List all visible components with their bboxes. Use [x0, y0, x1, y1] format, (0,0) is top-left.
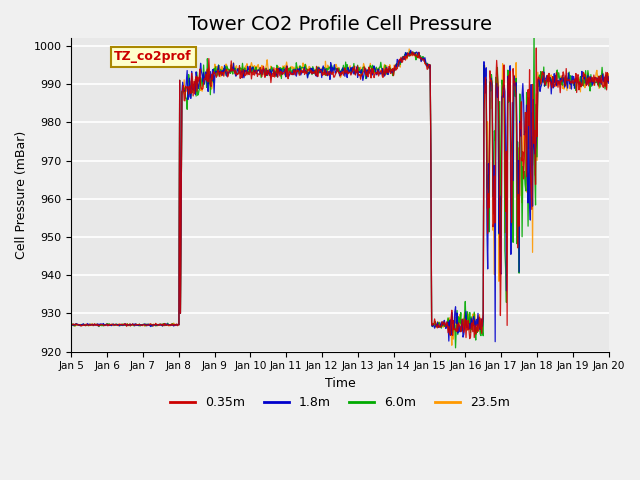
Title: Tower CO2 Profile Cell Pressure: Tower CO2 Profile Cell Pressure: [188, 15, 492, 34]
Y-axis label: Cell Pressure (mBar): Cell Pressure (mBar): [15, 131, 28, 259]
X-axis label: Time: Time: [324, 377, 355, 390]
Legend: 0.35m, 1.8m, 6.0m, 23.5m: 0.35m, 1.8m, 6.0m, 23.5m: [165, 391, 515, 414]
Text: TZ_co2prof: TZ_co2prof: [115, 50, 192, 63]
